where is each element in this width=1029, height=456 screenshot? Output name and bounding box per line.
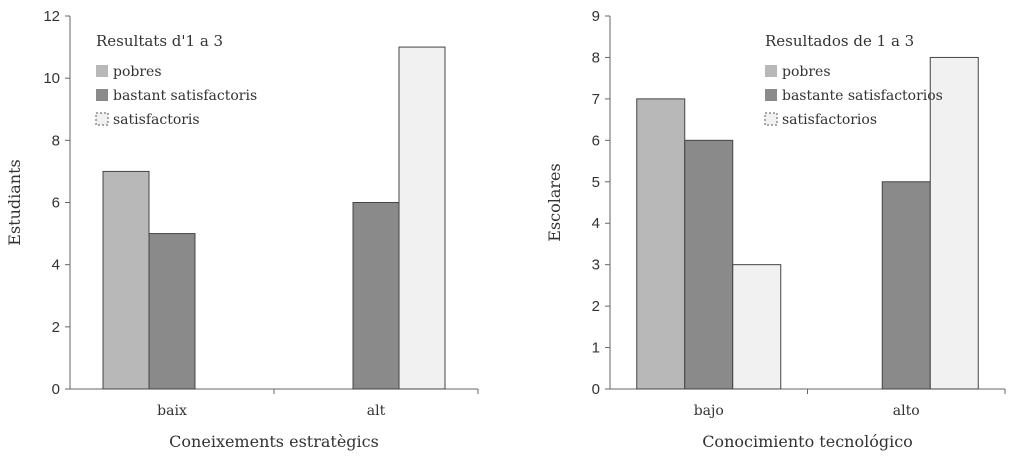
y-tick-label: 1 <box>592 340 600 357</box>
y-tick-label: 2 <box>52 319 60 336</box>
bar-bastant-satisfactoris-alt <box>352 202 400 390</box>
x-axis-title: Coneixements estratègics <box>169 432 379 451</box>
y-tick-label: 10 <box>43 70 60 87</box>
y-tick-label: 7 <box>592 91 600 108</box>
legend-label: bastant satisfactoris <box>113 88 257 104</box>
legend-label: pobres <box>113 64 162 80</box>
y-tick-label: 12 <box>43 8 60 25</box>
x-tick-label: alto <box>893 403 920 419</box>
legend-label: bastante satisfactorios <box>782 88 943 104</box>
legend-swatch <box>765 65 777 77</box>
bar-satisfactorios-bajo <box>732 264 782 390</box>
legend-label: pobres <box>782 64 831 80</box>
legend-label: satisfactorios <box>782 112 877 128</box>
x-tick-label: baix <box>157 403 187 419</box>
y-tick-label: 4 <box>52 257 60 274</box>
bar-bastante-satisfactorios-bajo <box>684 139 734 390</box>
legend-swatch <box>764 112 778 126</box>
y-tick-label: 8 <box>592 49 600 66</box>
y-tick-label: 3 <box>592 257 600 274</box>
y-tick-label: 4 <box>592 215 600 232</box>
legend-swatch <box>765 89 777 101</box>
bar-pobres-bajo <box>636 98 686 390</box>
chart-right: 0 1 2 3 4 5 6 7 8 9 bajo alto Conocimiento tecnológi… <box>540 0 1029 456</box>
chart-title: Resultats d'1 a 3 <box>96 32 223 50</box>
legend-swatch <box>95 112 109 126</box>
y-axis-title: Estudiants <box>5 159 24 245</box>
y-tick-label: 0 <box>592 381 600 398</box>
bar-satisfactoris-alt <box>398 46 446 390</box>
chart-left: 0 2 4 6 8 10 12 baix alt Coneixements estratègics… <box>5 8 479 451</box>
y-tick-label: 9 <box>592 8 600 25</box>
legend-label: satisfactoris <box>113 112 200 128</box>
y-tick-label: 8 <box>52 132 60 149</box>
x-axis-title: Conocimiento tecnológico <box>702 432 913 451</box>
chart-title: Resultados de 1 a 3 <box>765 32 914 50</box>
y-tick-label: 6 <box>52 195 60 212</box>
bar-satisfactorios-alto <box>929 56 979 390</box>
bar-bastant-satisfactoris-baix <box>148 233 196 390</box>
y-axis-title: Escolares <box>545 163 564 241</box>
x-tick-label: alt <box>367 403 386 419</box>
y-tick-label: 6 <box>592 132 600 149</box>
chart-left-svg: 0 2 4 6 8 10 12 baix alt Coneixements estratègics… <box>5 8 479 451</box>
legend-swatch <box>96 65 108 77</box>
chart-right-svg: 0 1 2 3 4 5 6 7 8 9 bajo alto Conocimiento tecnológi… <box>545 8 1006 451</box>
y-tick-label: 2 <box>592 298 600 315</box>
legend-swatch <box>96 89 108 101</box>
x-tick-label: bajo <box>694 403 724 419</box>
y-tick-label: 5 <box>592 174 600 191</box>
bar-bastante-satisfactorios-alto <box>881 181 931 390</box>
y-tick-label: 0 <box>52 381 60 398</box>
bar-pobres-baix <box>102 170 150 390</box>
